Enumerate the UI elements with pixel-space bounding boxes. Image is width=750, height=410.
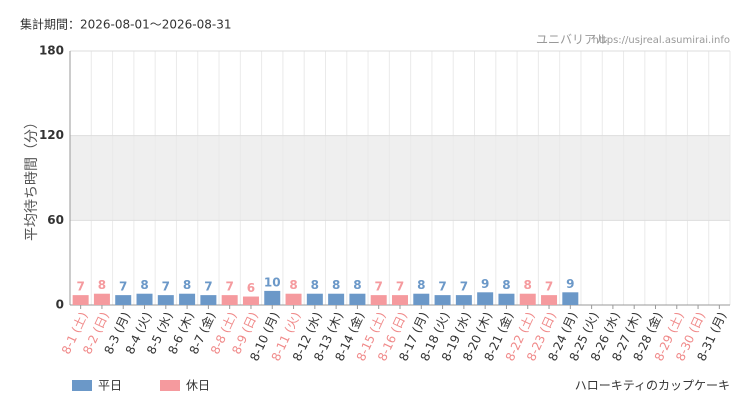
source: ユニバリアル [536,33,608,47]
bar [541,295,558,305]
period: 集計期間：2026-08-01～2026-08-31 [20,17,231,32]
value-label: 8 [289,278,297,292]
value-label: 9 [566,277,574,291]
value-label: 9 [481,277,489,291]
value-label: 7 [438,280,446,294]
y-tick-label: 180 [39,44,64,58]
legend-swatch [72,380,92,391]
value-label: 7 [204,280,212,294]
value-label: 8 [502,278,510,292]
subject: ハローキティのカップケーキ [575,379,730,393]
bar [179,293,196,305]
value-label: 10 [264,275,281,289]
value-label: 8 [353,278,361,292]
value-label: 7 [162,280,170,294]
bar [200,295,217,305]
bar [221,295,238,305]
bar [264,290,281,305]
bar [306,293,323,305]
value-label: 7 [375,280,383,294]
bar [413,293,430,305]
bar [349,293,366,305]
bar [93,293,110,305]
y-tick-label: 0 [56,298,64,312]
bar [455,295,472,305]
value-label: 8 [417,278,425,292]
value-label: 7 [76,280,84,294]
y-tick-label: 120 [39,128,64,142]
y-tick-label: 60 [47,213,64,227]
value-label: 7 [225,280,233,294]
bar [498,293,515,305]
bar [285,293,302,305]
bar [370,295,387,305]
value-label: 8 [98,278,106,292]
bar [562,292,579,305]
y-axis-label: 平均待ち時間（分） [24,115,40,241]
bar [519,293,536,305]
value-label: 8 [524,278,532,292]
legend-label: 休日 [186,379,210,393]
value-label: 7 [119,280,127,294]
grid-band [70,135,730,221]
legend-label: 平日 [98,379,122,393]
value-label: 8 [332,278,340,292]
bar [434,295,451,305]
legend-swatch [160,380,180,391]
value-label: 7 [460,280,468,294]
value-label: 6 [247,281,255,295]
bar [115,295,132,305]
bar [328,293,345,305]
bar [477,292,494,305]
url: https://usjreal.asumirai.info [593,35,730,46]
value-label: 7 [396,280,404,294]
bar [157,295,174,305]
value-label: 7 [545,280,553,294]
value-label: 8 [311,278,319,292]
bar [242,296,259,305]
value-label: 8 [183,278,191,292]
bar [72,295,89,305]
value-label: 8 [140,278,148,292]
bar [136,293,153,305]
bar [392,295,408,305]
